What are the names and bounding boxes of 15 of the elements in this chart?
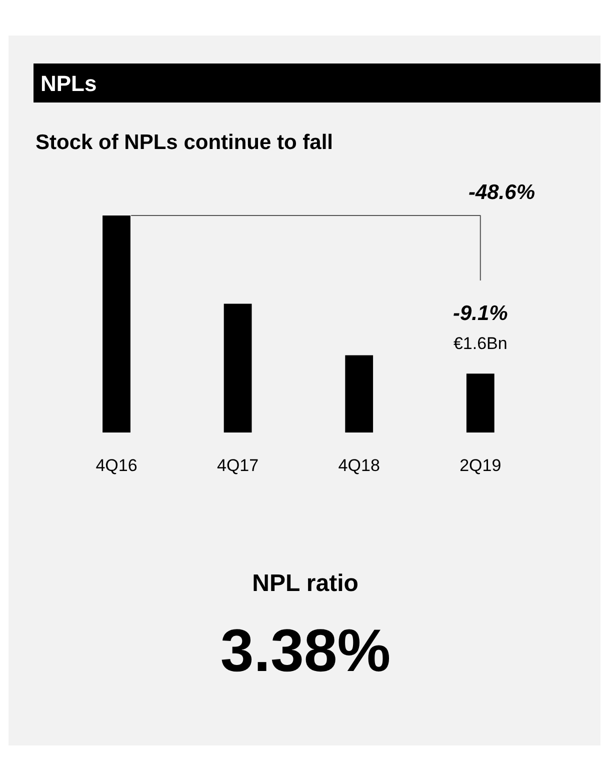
chart-title: NPLs <box>40 71 97 96</box>
chart-subtitle: Stock of NPLs continue to fall <box>36 131 334 154</box>
text: -48.6% <box>468 181 536 204</box>
x-tick-label: 2Q19 <box>460 456 502 475</box>
x-tick-label: 4Q16 <box>96 456 138 475</box>
bar <box>466 374 494 432</box>
bar <box>224 304 252 432</box>
bar <box>102 216 130 432</box>
annotation: -9.1% <box>452 302 508 326</box>
text: NPL ratio <box>252 570 358 597</box>
x-tick-label: 4Q18 <box>338 456 380 475</box>
bar <box>345 355 374 432</box>
data-label: €1.6Bn <box>453 334 508 354</box>
text: 3.38% <box>220 617 391 684</box>
x-tick-label: 4Q17 <box>217 456 259 475</box>
